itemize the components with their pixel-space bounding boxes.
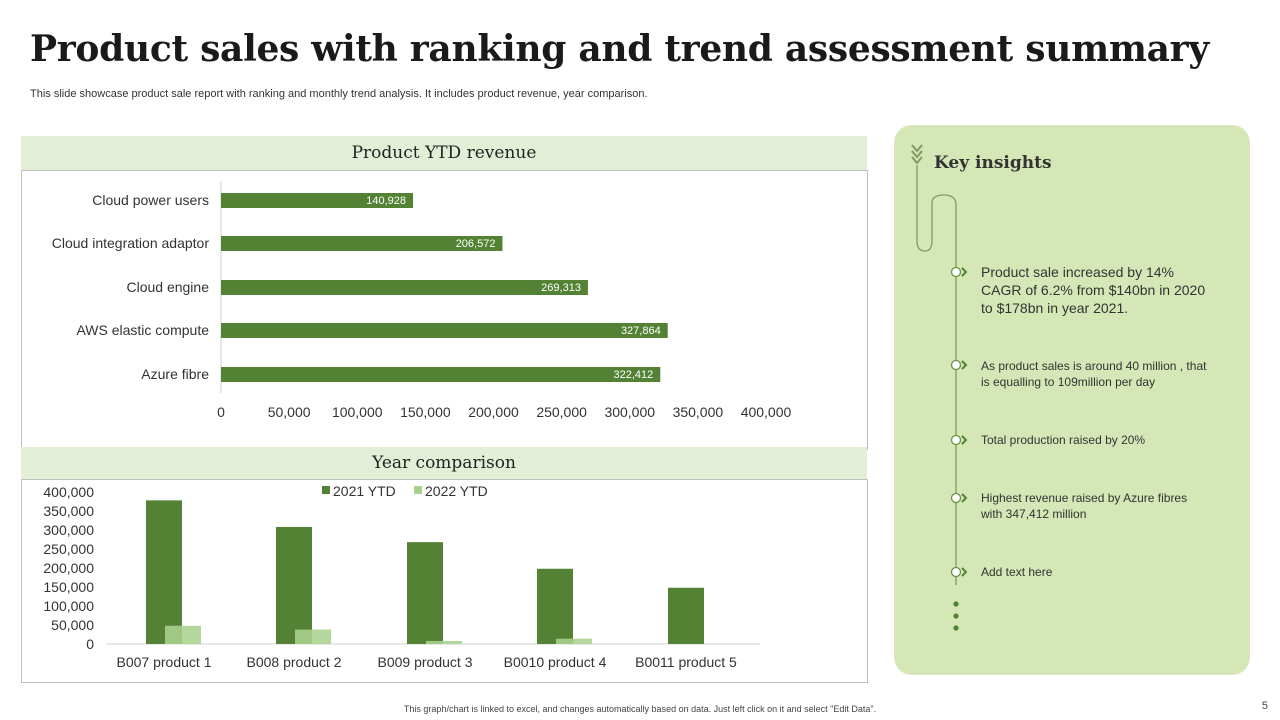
category-label: B0010 product 4 — [504, 654, 607, 670]
bar-2022 — [426, 640, 462, 644]
ytd-revenue-chart[interactable]: Cloud power users 140,928 Cloud integratio… — [22, 171, 866, 447]
y-tick-label: 200,000 — [43, 560, 94, 576]
timeline-node-3 — [950, 434, 968, 446]
x-tick-label: 50,000 — [268, 404, 311, 420]
insight-4[interactable]: Highest revenue raised by Azure fibres w… — [981, 491, 1188, 521]
category-label: Cloud integration adaptor — [52, 235, 210, 251]
bar-2022 — [295, 629, 331, 644]
category-label: B009 product 3 — [378, 654, 473, 670]
category-label: AWS elastic compute — [76, 322, 209, 338]
bar-value-label: 140,928 — [366, 195, 406, 207]
y-tick-label: 400,000 — [43, 484, 94, 500]
ytd-revenue-title: Product YTD revenue — [351, 143, 537, 163]
x-tick-label: 200,000 — [468, 404, 519, 420]
x-tick-label: 150,000 — [400, 404, 451, 420]
revenue-bar — [221, 236, 503, 251]
timeline-curl — [916, 165, 957, 585]
bar-2021 — [537, 568, 573, 644]
bar-value-label: 327,864 — [621, 325, 661, 337]
timeline-dots — [953, 601, 959, 631]
revenue-bar — [221, 280, 588, 295]
timeline-node-5 — [950, 566, 968, 578]
y-tick-label: 350,000 — [43, 503, 94, 519]
category-label: B0011 product 5 — [635, 654, 737, 670]
y-tick-label: 50,000 — [51, 617, 94, 633]
key-insights-title: Key insights — [934, 153, 1052, 173]
category-label: B008 product 2 — [247, 654, 342, 670]
x-tick-label: 250,000 — [536, 404, 587, 420]
revenue-bar — [221, 193, 414, 208]
year-comparison-chart[interactable]: 400,000 350,000 300,000 250,000 200,000 150,0… — [22, 480, 866, 680]
timeline-node-2 — [950, 359, 968, 371]
page-subtitle: This slide showcase product sale report … — [30, 88, 648, 100]
y-tick-label: 100,000 — [43, 598, 94, 614]
category-label: Cloud power users — [92, 192, 209, 208]
bar-2021 — [407, 542, 443, 644]
x-tick-label: 400,000 — [741, 404, 792, 420]
year-comparison-header: Year comparison — [21, 447, 867, 479]
page-number: 5 — [1261, 700, 1268, 712]
key-insights-panel: Key insights Product sale increased by 1… — [894, 125, 1250, 675]
insights-decoration — [911, 144, 968, 631]
ytd-revenue-header: Product YTD revenue — [21, 136, 867, 170]
revenue-bar — [221, 323, 668, 338]
y-tick-label: 150,000 — [43, 579, 94, 595]
insight-5[interactable]: Add text here — [981, 565, 1053, 579]
timeline-node-1 — [950, 266, 968, 278]
page-title: Product sales with ranking and trend ass… — [30, 28, 1209, 70]
footer-note: This graph/chart is linked to excel, and… — [403, 704, 877, 714]
y-tick-label: 250,000 — [43, 541, 94, 557]
bar-value-label: 269,313 — [541, 282, 581, 294]
year-comparison-title: Year comparison — [372, 453, 516, 473]
category-label: B007 product 1 — [117, 654, 212, 670]
bar-2021 — [146, 500, 182, 644]
category-label: Cloud engine — [126, 279, 209, 295]
bar-value-label: 322,412 — [614, 369, 654, 381]
bar-value-label: 206,572 — [456, 238, 496, 250]
insight-1[interactable]: Product sale increased by 14% CAGR of 6.… — [981, 264, 1206, 316]
bar-2022 — [165, 625, 201, 644]
category-label: Azure fibre — [141, 366, 209, 382]
x-tick-label: 300,000 — [604, 404, 655, 420]
legend-label-2022: 2022 YTD — [425, 483, 488, 499]
revenue-bar — [221, 367, 661, 382]
y-tick-label: 0 — [86, 636, 94, 652]
insight-2[interactable]: As product sales is around 40 million , … — [981, 359, 1207, 389]
legend-label-2021: 2021 YTD — [333, 483, 396, 499]
x-tick-label: 0 — [217, 404, 225, 420]
insight-3[interactable]: Total production raised by 20% — [981, 433, 1146, 447]
x-tick-label: 350,000 — [673, 404, 724, 420]
bar-2021 — [276, 526, 312, 644]
legend-swatch-2022 — [414, 486, 422, 494]
chevrons-icon — [911, 144, 923, 165]
legend-swatch-2021 — [322, 486, 330, 494]
y-tick-label: 300,000 — [43, 522, 94, 538]
bar-2021 — [668, 587, 704, 644]
x-tick-label: 100,000 — [332, 404, 383, 420]
bar-2022 — [556, 638, 592, 644]
ytd-revenue-chart-box — [21, 170, 868, 450]
timeline-node-4 — [950, 492, 968, 504]
